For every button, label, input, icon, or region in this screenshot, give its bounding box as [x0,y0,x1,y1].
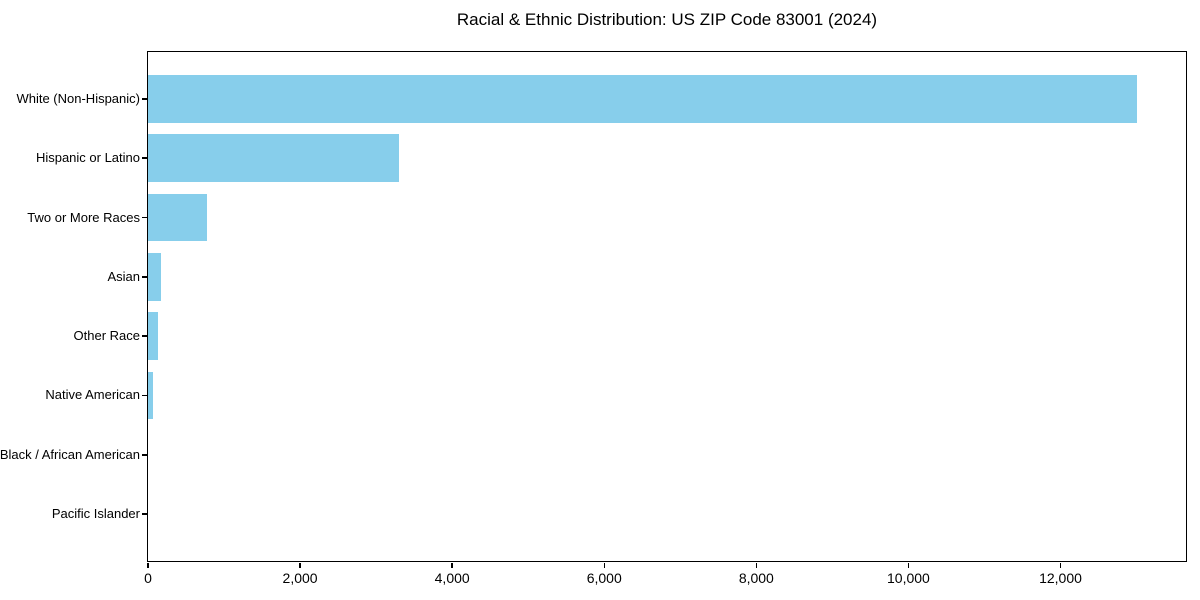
y-tick-mark [141,394,147,397]
x-tick-label: 2,000 [282,570,318,586]
y-tick-label: White (Non-Hispanic) [16,90,140,106]
x-tick-label: 6,000 [586,570,622,586]
y-tick-mark [141,276,147,278]
y-tick-mark [141,216,147,219]
x-tick-mark [907,562,910,568]
x-tick-label: 10,000 [887,570,930,586]
x-tick-mark [147,562,149,568]
y-tick-mark [141,513,147,515]
x-tick-label: 4,000 [434,570,470,586]
x-tick-label: 0 [144,570,152,586]
y-tick-mark [141,335,147,337]
plot-border [147,51,1187,562]
x-tick-mark [451,562,453,568]
y-tick-label: Black / African American [0,446,140,462]
y-tick-label: Asian [107,268,140,284]
bar-asian [148,253,161,301]
x-tick-mark [1059,562,1062,568]
y-tick-label: Hispanic or Latino [35,150,140,166]
y-tick-mark [141,157,147,159]
y-tick-mark [141,98,147,100]
y-tick-label: Native American [45,387,140,403]
chart-title: Racial & Ethnic Distribution: US ZIP Cod… [456,10,878,29]
x-tick-label: 12,000 [1039,570,1082,586]
bar-native-american [148,371,153,420]
bar-white-non-hispanic [148,75,1137,123]
x-tick-mark [755,562,758,568]
x-tick-mark [603,562,605,568]
y-tick-label: Two or More Races [27,209,140,225]
bar-hispanic-or-latino [148,134,399,182]
bar-two-or-more-races [148,193,208,242]
bar-other-race [148,312,159,360]
y-tick-label: Pacific Islander [51,506,140,522]
y-tick-label: Other Race [73,328,140,344]
x-tick-label: 8,000 [738,570,774,586]
x-tick-mark [299,562,301,568]
y-tick-mark [141,454,147,456]
